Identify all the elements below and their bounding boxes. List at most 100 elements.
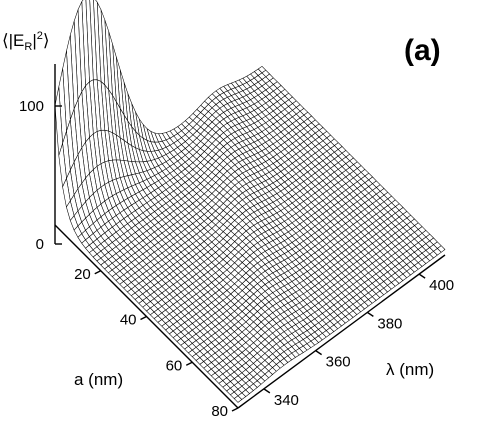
surface-face bbox=[139, 197, 147, 206]
surface-face bbox=[223, 123, 232, 130]
surface-face bbox=[223, 116, 232, 124]
surface-face bbox=[127, 228, 136, 236]
surface-face bbox=[139, 189, 147, 198]
surface-face bbox=[257, 150, 266, 158]
surface-face bbox=[143, 195, 151, 203]
surface-face bbox=[81, 201, 90, 219]
surface-face bbox=[284, 199, 293, 206]
surface-face bbox=[280, 227, 289, 235]
surface-face bbox=[265, 236, 273, 243]
surface-face bbox=[97, 163, 105, 188]
surface-face bbox=[299, 280, 308, 288]
surface-face bbox=[276, 268, 285, 276]
surface-face bbox=[77, 222, 86, 234]
surface-face bbox=[288, 249, 296, 256]
surface-face bbox=[158, 171, 166, 179]
surface-face bbox=[253, 223, 262, 230]
surface-face bbox=[280, 298, 288, 306]
surface-face bbox=[146, 185, 155, 193]
surface-face bbox=[246, 112, 255, 119]
surface-face bbox=[246, 207, 254, 215]
surface-face bbox=[273, 200, 281, 207]
surface-face bbox=[166, 173, 174, 181]
surface-face bbox=[150, 175, 159, 184]
surface-face bbox=[250, 123, 258, 130]
surface-face bbox=[250, 218, 258, 226]
surface-face bbox=[235, 92, 243, 99]
surface-face bbox=[143, 161, 151, 171]
surface-face bbox=[287, 346, 296, 354]
surface-face bbox=[123, 207, 132, 216]
surface-face bbox=[246, 169, 254, 176]
surface-face bbox=[238, 179, 247, 187]
surface-face bbox=[246, 80, 255, 87]
surface-face bbox=[135, 200, 143, 208]
surface-face bbox=[284, 264, 292, 271]
surface-face bbox=[127, 205, 136, 214]
surface-face bbox=[162, 147, 170, 155]
surface-face bbox=[97, 130, 105, 164]
surface-face bbox=[295, 335, 304, 342]
surface-face bbox=[238, 128, 247, 135]
surface-face bbox=[250, 116, 258, 124]
surface-face bbox=[261, 116, 270, 123]
surface-face bbox=[261, 264, 269, 272]
surface-face bbox=[85, 236, 94, 246]
surface-face bbox=[104, 182, 113, 199]
surface-face bbox=[108, 227, 117, 235]
surface-face bbox=[276, 197, 285, 205]
surface-face bbox=[235, 136, 243, 143]
surface-face bbox=[257, 208, 266, 215]
surface-face bbox=[280, 247, 289, 254]
surface-face bbox=[108, 180, 117, 196]
surface-face bbox=[162, 154, 170, 162]
surface-face bbox=[273, 154, 281, 161]
surface-face bbox=[246, 201, 254, 208]
surface-face bbox=[97, 236, 105, 244]
surface-face bbox=[74, 211, 82, 227]
surface-face bbox=[269, 202, 277, 209]
surface-face bbox=[250, 161, 258, 168]
surface-face bbox=[169, 156, 178, 164]
surface-face bbox=[81, 0, 90, 86]
surface-face bbox=[265, 223, 273, 230]
surface-face bbox=[254, 121, 262, 128]
surface-face bbox=[219, 86, 228, 93]
surface-face bbox=[112, 224, 120, 233]
surface-face bbox=[123, 223, 132, 231]
surface-face bbox=[295, 276, 304, 284]
surface-face bbox=[250, 199, 258, 206]
surface-face bbox=[254, 108, 262, 115]
surface-face bbox=[239, 78, 247, 85]
surface-face bbox=[223, 84, 232, 91]
surface-face bbox=[261, 206, 270, 213]
surface-face bbox=[291, 305, 300, 312]
surface-face bbox=[265, 197, 273, 205]
surface-face bbox=[261, 161, 270, 168]
surface-face bbox=[273, 212, 281, 220]
surface-face bbox=[227, 101, 236, 109]
surface-face bbox=[295, 309, 304, 316]
surface-face bbox=[131, 103, 140, 136]
surface-face bbox=[62, 178, 71, 207]
surface-face bbox=[273, 167, 281, 175]
surface-face bbox=[246, 175, 254, 182]
surface-face bbox=[235, 86, 243, 93]
surface-face bbox=[292, 266, 300, 273]
surface-face bbox=[85, 173, 94, 198]
surface-face bbox=[246, 162, 254, 170]
surface-face bbox=[97, 79, 105, 131]
surface-face bbox=[143, 138, 151, 152]
surface-face bbox=[150, 183, 159, 191]
surface-face bbox=[288, 255, 296, 262]
surface-face bbox=[269, 234, 277, 241]
surface-face bbox=[253, 216, 262, 223]
surface-face bbox=[261, 129, 270, 136]
surface-face bbox=[120, 69, 128, 121]
surface-face bbox=[143, 217, 151, 225]
surface-face bbox=[154, 158, 163, 166]
surface-face bbox=[265, 126, 274, 134]
surface-face bbox=[261, 257, 269, 265]
surface-face bbox=[284, 329, 292, 336]
surface-face bbox=[287, 333, 296, 340]
